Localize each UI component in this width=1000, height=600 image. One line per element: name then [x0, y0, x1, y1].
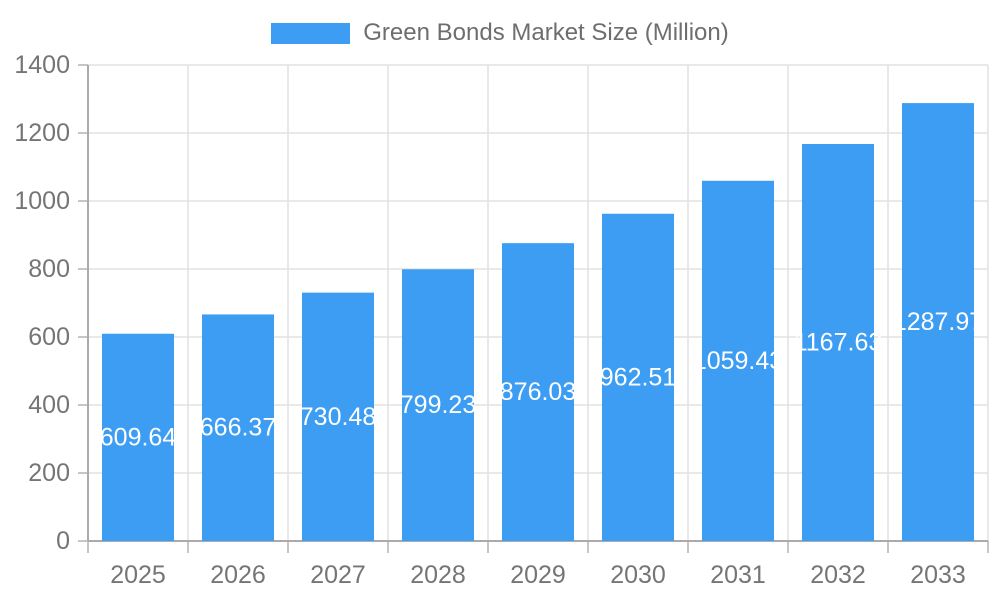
bar-value-label-2026: 666.37 [200, 414, 276, 442]
bar-value-label-2025: 609.64 [100, 423, 177, 451]
x-axis-label-2033: 2033 [910, 561, 966, 589]
x-axis-label-2030: 2030 [610, 561, 666, 589]
bar-value-label-2032: 1167.63 [794, 329, 883, 357]
bar-2027[interactable] [302, 292, 374, 541]
bar-2032[interactable] [802, 144, 874, 541]
bar-value-label-2033: 1287.97 [893, 308, 983, 336]
x-axis-label-2028: 2028 [410, 561, 466, 589]
bar-value-label-2028: 799.23 [400, 391, 476, 419]
bar-2033[interactable] [902, 103, 974, 541]
legend-swatch [271, 22, 351, 44]
x-axis-label-2027: 2027 [310, 561, 366, 589]
legend[interactable]: Green Bonds Market Size (Million) [0, 21, 1000, 45]
y-axis-label: 0 [56, 527, 70, 555]
bar-value-label-2030: 962.51 [600, 363, 676, 391]
legend-label: Green Bonds Market Size (Million) [363, 19, 729, 46]
bar-2028[interactable] [402, 269, 474, 541]
y-axis-label: 800 [28, 255, 70, 283]
y-axis-label: 200 [28, 459, 70, 487]
y-axis-label: 1000 [14, 187, 70, 215]
y-axis-label: 1400 [14, 51, 70, 79]
x-axis-label-2026: 2026 [210, 561, 266, 589]
bar-2025[interactable] [102, 333, 174, 541]
bar-2031[interactable] [702, 180, 774, 541]
x-axis-label-2031: 2031 [710, 561, 766, 589]
bar-value-label-2029: 876.03 [500, 378, 576, 406]
x-axis-label-2032: 2032 [810, 561, 866, 589]
y-axis-label: 600 [28, 323, 70, 351]
x-axis-label-2029: 2029 [510, 561, 566, 589]
bar-2026[interactable] [202, 314, 274, 541]
bar-value-label-2027: 730.48 [300, 403, 376, 431]
bar-value-label-2031: 1059.43 [693, 347, 783, 375]
y-axis-label: 400 [28, 391, 70, 419]
bar-2030[interactable] [602, 213, 674, 542]
x-axis-label-2025: 2025 [110, 561, 166, 589]
y-axis-label: 1200 [14, 119, 70, 147]
bar-2029[interactable] [502, 243, 574, 542]
